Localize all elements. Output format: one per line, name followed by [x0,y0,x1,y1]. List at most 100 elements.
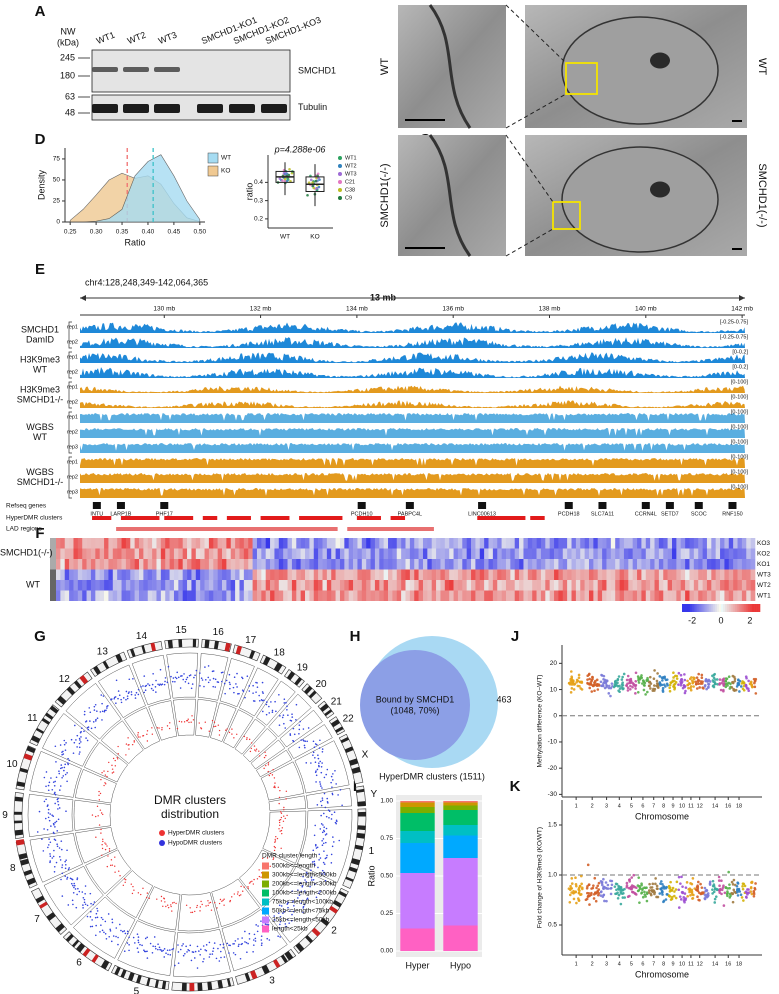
heatmap-cell [270,590,275,601]
point [623,896,627,899]
hypo-dot [81,891,84,893]
band [192,639,197,648]
hypo-dot [117,697,119,700]
heatmap-cell [453,580,459,591]
hypo-dot [283,702,286,704]
hypo-dot [126,930,129,933]
hyper-dot [280,829,283,832]
heatmap-cell [615,548,620,559]
heatmap-cell [536,580,542,591]
heatmap-cell [510,538,516,549]
heatmap-cell [440,548,446,559]
hypo-dot [128,943,130,946]
y-tick-label: 0.2 [254,216,263,223]
heatmap-cell [746,580,751,591]
heatmap-cell [654,559,660,570]
heatmap-cell [414,559,419,570]
hypo-dot [153,936,156,938]
hypo-dot [323,863,326,865]
heatmap-cell [593,569,599,580]
hyper-dot [161,729,163,731]
heatmap-cell [405,559,411,570]
hypo-dot [183,673,185,675]
point [682,896,686,899]
heatmap-cell [374,580,380,591]
heatmap-cell [545,569,550,580]
hyper-dot [100,832,102,834]
heatmap-cell [497,559,502,570]
hyper-dot [199,906,202,908]
band [244,972,251,982]
point [652,677,656,681]
hyper-dot [168,727,171,730]
heatmap-cell [663,538,668,549]
heatmap-cell [645,559,651,570]
heatmap-cell [60,590,66,601]
heatmap-cell [204,548,210,559]
heatmap-cell [344,559,350,570]
hypo-dot [48,781,51,784]
hyper-dot [162,905,164,907]
heatmap-cell [505,569,511,580]
hypo-dot [237,945,240,948]
heatmap-cell [195,548,201,559]
point [587,672,591,676]
hypo-dot [319,783,322,785]
hyper-dot [151,733,154,735]
hypo-dot [292,727,295,730]
heatmap-cell [527,559,533,570]
band [120,969,127,979]
heatmap-cell [501,569,507,580]
x-tick-label: 16 [725,803,731,809]
hypo-dot [147,683,149,685]
heatmap-cell [139,569,144,580]
hypo-dot [100,694,103,696]
range-label: [0-100] [731,394,749,400]
heatmap-cell [396,590,402,601]
heatmap-cell [379,559,384,570]
hypo-dot [203,685,205,688]
hypo-dot [338,839,341,842]
rep-label: rep2 [67,429,78,435]
heatmap-cell [99,538,105,549]
hyper-dot [161,727,163,729]
hypo-dot [339,788,342,791]
heatmap-cell [208,569,214,580]
heatmap-cell [575,569,581,580]
heatmap-cell [462,569,467,580]
chromosome-label: 18 [274,648,286,659]
heatmap-cell [440,569,446,580]
heatmap-cell [134,590,140,601]
hypo-dot [61,753,63,756]
point [653,669,656,672]
hyper-dot [260,876,262,878]
hypo-dot [320,804,323,807]
hyper-dot [125,743,128,745]
point [626,682,629,685]
legend-label: C9 [345,195,352,201]
point [596,884,600,888]
point [686,894,689,898]
point [683,892,687,895]
hypo-dot [117,690,120,692]
point [569,884,572,888]
heatmap-cell [86,538,92,549]
gene-label: PCDH18 [558,511,580,517]
heatmap-cell [667,538,673,549]
hypo-dot [101,719,103,721]
hyper-dot [247,887,249,889]
point [615,888,618,892]
range-label: [0-100] [731,454,749,460]
heatmap-cell [182,559,188,570]
hyper-dot [283,815,285,817]
hypo-dot [143,949,145,952]
hyper-dot [110,864,112,867]
row-label: KO2 [757,550,770,557]
hyper-dot [222,899,224,902]
point [697,880,700,884]
hypo-dot [88,707,91,709]
heatmap-cell [361,590,367,601]
heatmap-cell [230,559,236,570]
heatmap-cell [156,559,162,570]
heatmap-cell [379,548,384,559]
